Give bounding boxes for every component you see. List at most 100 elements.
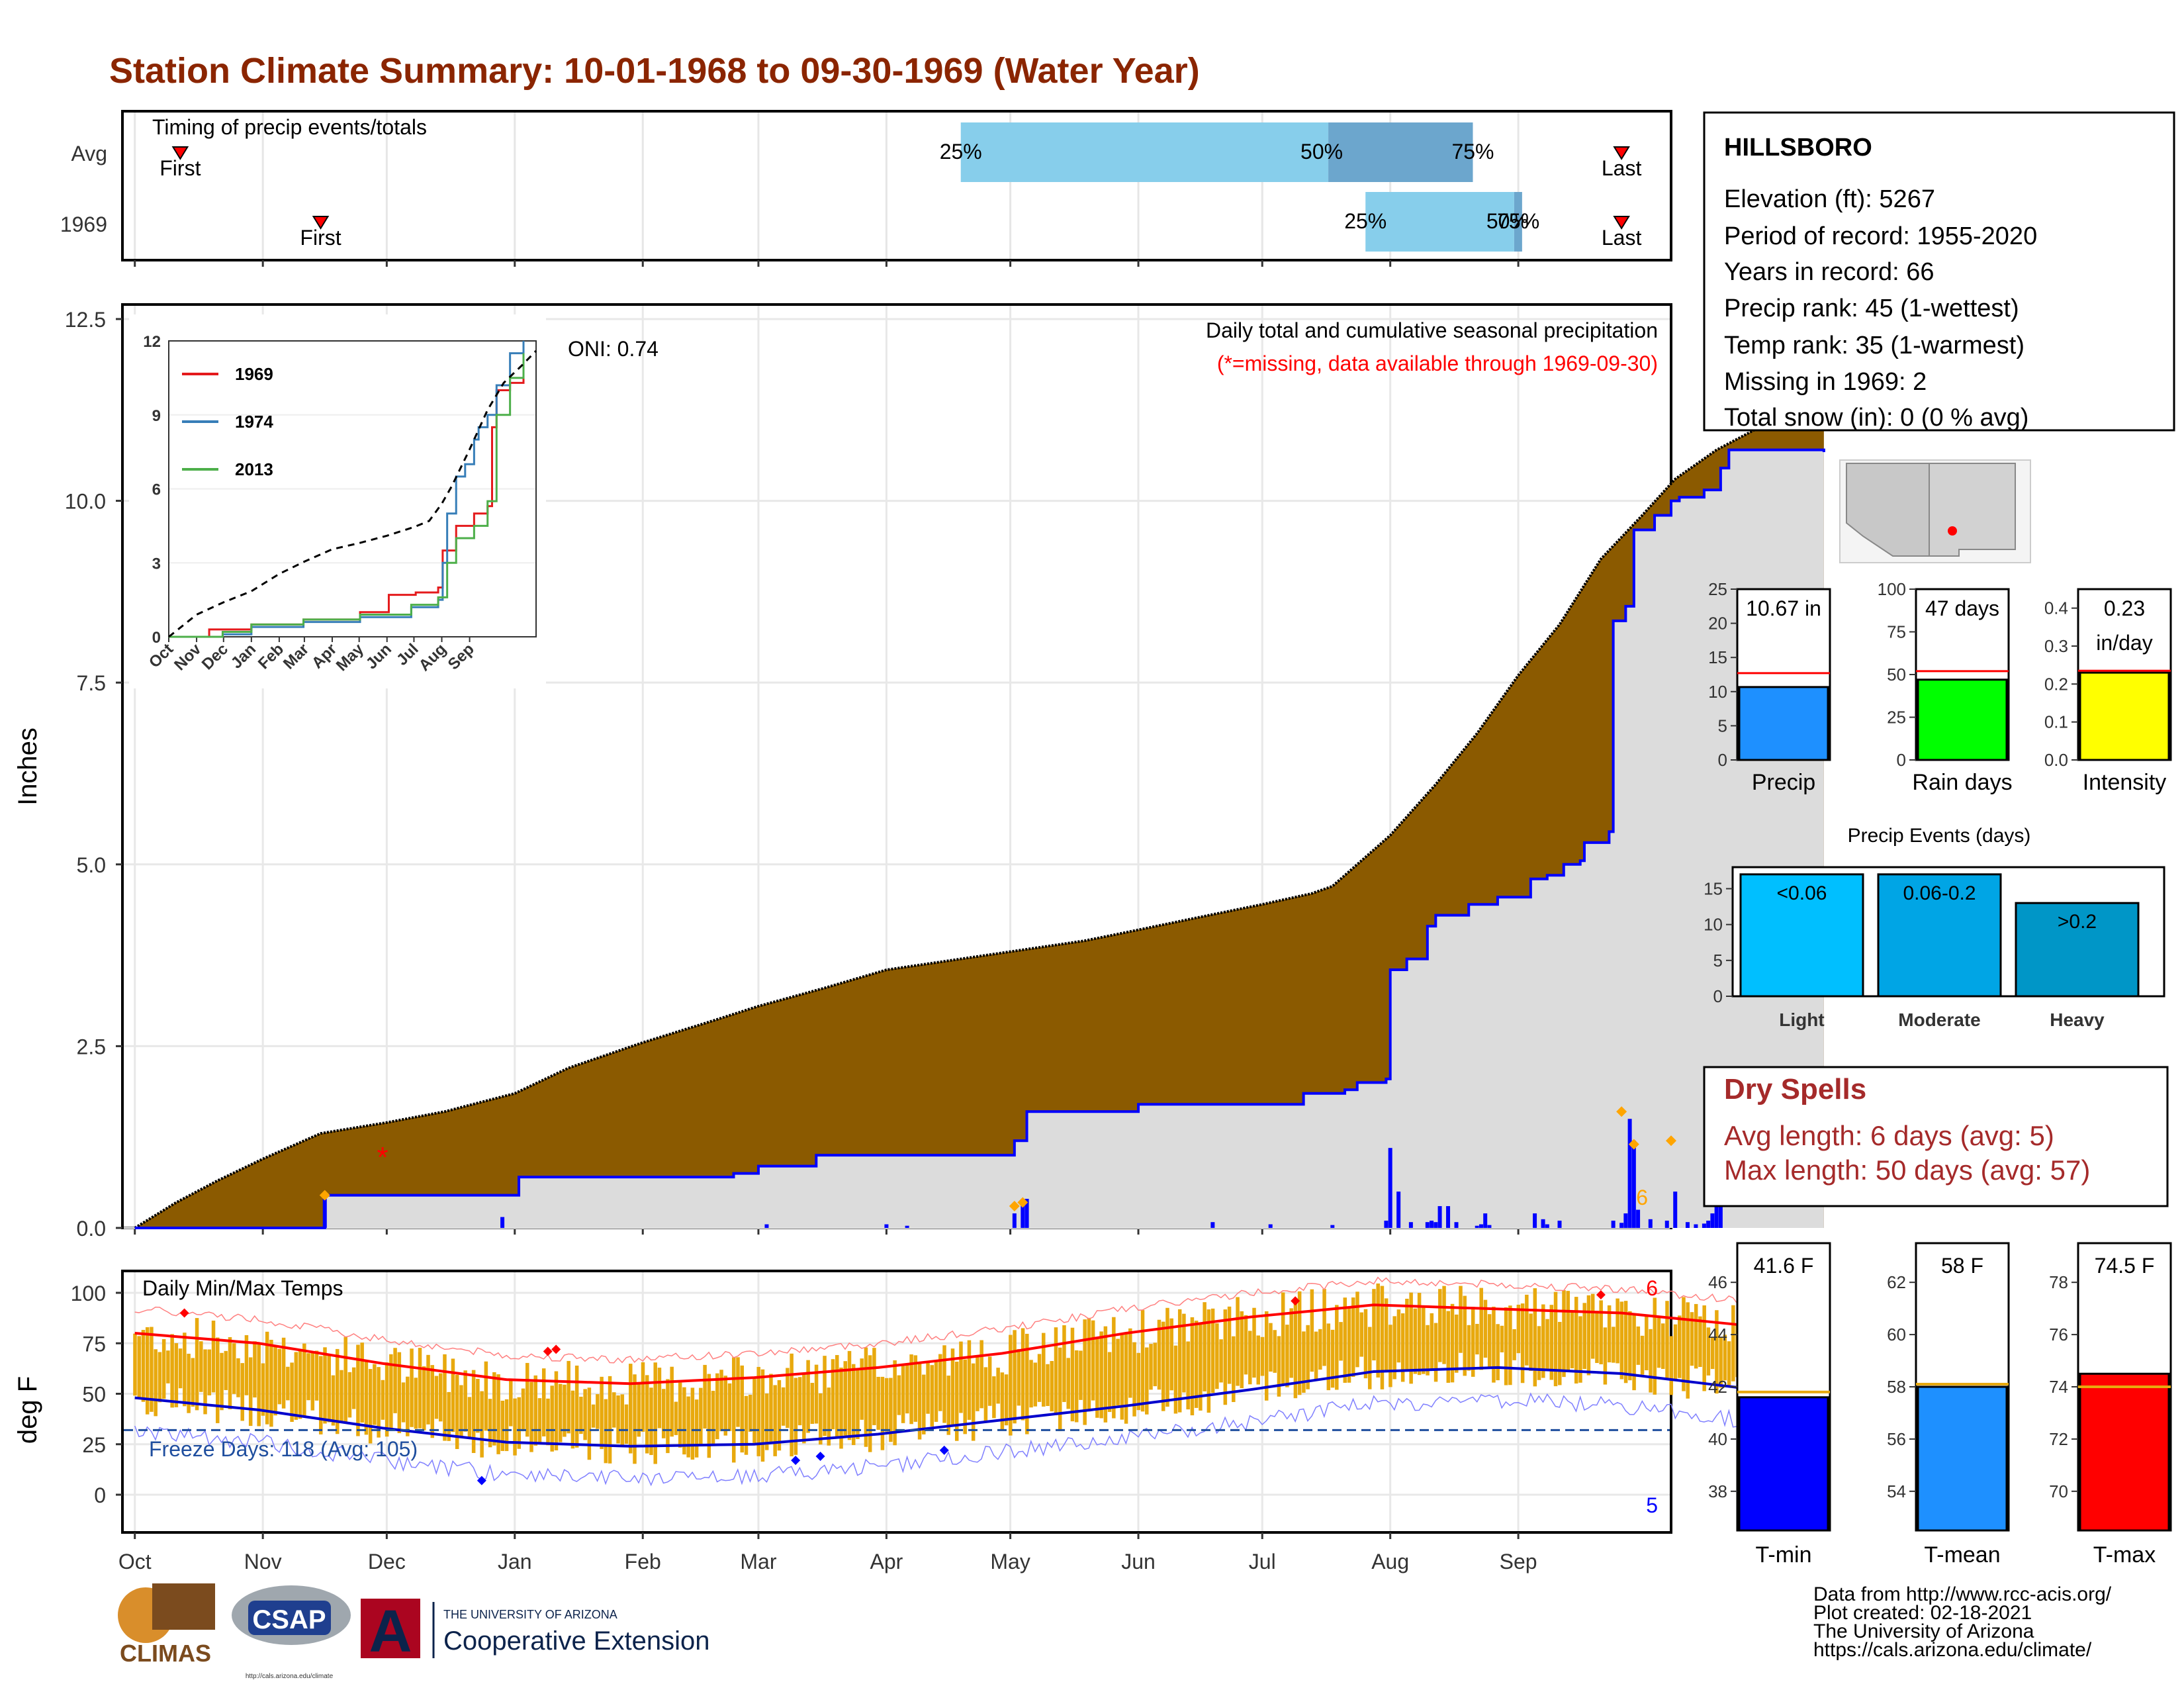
temp-gauge-tick-label: 74 xyxy=(2049,1377,2068,1397)
daily-temp-bar xyxy=(686,1396,690,1458)
daily-temp-bar xyxy=(1438,1289,1442,1362)
climas-logo[interactable]: CLIMAS xyxy=(118,1583,215,1667)
daily-temp-bar xyxy=(1500,1325,1504,1352)
daily-temp-bar xyxy=(678,1382,682,1448)
record-low-marker xyxy=(791,1456,801,1466)
daily-temp-bar xyxy=(719,1370,723,1432)
csap-logo[interactable]: CSAP http://cals.arizona.edu/climate xyxy=(232,1585,351,1680)
min-count-label: 5 xyxy=(1646,1493,1658,1517)
record-high-marker xyxy=(1291,1296,1300,1306)
daily-temp-bar xyxy=(174,1343,179,1407)
daily-temp-bar xyxy=(752,1379,756,1443)
daily-temp-bar xyxy=(418,1348,422,1429)
daily-extreme-marker xyxy=(1666,1135,1676,1147)
precip-note: Daily total and cumulative seasonal prec… xyxy=(1206,318,1658,342)
daily-temp-bar xyxy=(616,1395,620,1444)
daily-temp-bar xyxy=(1149,1344,1153,1390)
freeze-days-label: Freeze Days: 118 (Avg: 105) xyxy=(149,1437,418,1461)
avg-cumulative-outline xyxy=(134,383,1825,1229)
daily-temp-bar xyxy=(207,1349,212,1395)
inset-line-average xyxy=(168,350,537,638)
daily-precip-bar xyxy=(1673,1192,1678,1228)
daily-temp-bar xyxy=(1206,1309,1211,1413)
daily-temp-bar xyxy=(963,1359,967,1434)
daily-temp-bar xyxy=(1710,1336,1715,1370)
daily-precip-bar xyxy=(1021,1202,1025,1228)
inset-y-tick-label: 0 xyxy=(152,629,161,647)
daily-precip-bar xyxy=(1694,1224,1698,1228)
temp-panel: 0 25 50 75 100 deg F Daily Min/Max Temps Fre… xyxy=(13,1270,1826,1573)
gauge-name-label: Intensity xyxy=(2083,770,2167,795)
daily-temp-bar xyxy=(1516,1304,1521,1354)
daily-temp-bar xyxy=(504,1399,509,1452)
daily-temp-bar xyxy=(1496,1324,1500,1381)
climas-text: CLIMAS xyxy=(120,1640,211,1667)
daily-temp-bar xyxy=(347,1372,352,1418)
daily-temp-bar xyxy=(1210,1308,1215,1393)
daily-precip-bar xyxy=(1384,1221,1388,1228)
daily-temp-bar xyxy=(851,1364,856,1446)
month-tick-label: Oct xyxy=(118,1550,152,1573)
daily-temp-bar xyxy=(1384,1298,1388,1371)
daily-temp-bar xyxy=(306,1353,310,1401)
ua-small-text: THE UNIVERSITY OF ARIZONA xyxy=(443,1608,617,1621)
daily-temp-bar xyxy=(756,1366,760,1456)
month-tick-label: Feb xyxy=(625,1550,661,1573)
daily-temp-bar xyxy=(401,1382,406,1423)
daily-temp-bar xyxy=(608,1376,612,1464)
daily-temp-bar xyxy=(1459,1286,1463,1353)
daily-temp-bar xyxy=(909,1354,913,1425)
daily-precip-bar xyxy=(1012,1213,1017,1228)
daily-temp-bar xyxy=(563,1384,567,1437)
daily-temp-bar xyxy=(1240,1311,1244,1389)
temp-gauge-tick-label: 78 xyxy=(2049,1272,2068,1292)
daily-temp-bar xyxy=(1574,1297,1578,1384)
daily-temp-bar xyxy=(1367,1327,1372,1389)
daily-temp-bar xyxy=(1306,1325,1310,1389)
daily-temp-bar xyxy=(727,1383,732,1431)
map-state-nm xyxy=(1929,463,2016,557)
daily-temp-bar xyxy=(1525,1294,1529,1366)
daily-temp-bar xyxy=(1463,1295,1467,1376)
record-high-marker xyxy=(551,1344,561,1354)
daily-temp-bar xyxy=(373,1364,377,1425)
csap-url: http://cals.arizona.edu/climate xyxy=(246,1673,334,1680)
precip-y-tick-label: 7.5 xyxy=(77,671,106,695)
daily-precip-bar xyxy=(1483,1213,1488,1228)
ua-big-text: Cooperative Extension xyxy=(443,1626,709,1656)
daily-temp-bar xyxy=(930,1365,934,1427)
daily-temp-bar xyxy=(748,1394,752,1432)
station-info-box: HILLSBORO Elevation (ft): 5267 Period of… xyxy=(1703,111,2175,432)
month-tick-label: Dec xyxy=(368,1550,406,1573)
daily-temp-bar xyxy=(847,1350,852,1440)
daily-temp-bar xyxy=(786,1368,790,1429)
oni-label: ONI: 0.74 xyxy=(568,337,659,361)
daily-temp-bar xyxy=(1050,1361,1054,1412)
daily-temp-bar xyxy=(1219,1339,1223,1383)
daily-temp-bar xyxy=(612,1392,616,1428)
ua-logo[interactable]: A THE UNIVERSITY OF ARIZONA Cooperative … xyxy=(361,1599,709,1665)
station-line-precip-rank: Precip rank: 45 (1-wettest) xyxy=(1724,295,2019,322)
daily-temp-bar xyxy=(769,1374,773,1442)
daily-temp-bar xyxy=(901,1366,905,1423)
gauge-tick-label: 25 xyxy=(1887,708,1906,727)
daily-precip-bar xyxy=(1268,1224,1273,1228)
daily-temp-bar xyxy=(1343,1297,1347,1383)
daily-temp-bar xyxy=(1079,1350,1083,1400)
daily-temp-bar xyxy=(1582,1303,1586,1370)
daily-temp-bar xyxy=(1161,1321,1165,1411)
daily-temp-bar xyxy=(682,1387,686,1455)
gauge-tick-label: 0.0 xyxy=(2044,750,2068,770)
temp-gauge-tick-label: 38 xyxy=(1708,1481,1727,1501)
daily-temp-bar xyxy=(1632,1315,1636,1391)
daily-temp-bar xyxy=(335,1348,340,1434)
daily-temp-bar xyxy=(810,1383,815,1425)
daily-temp-bar xyxy=(967,1340,972,1420)
daily-temp-bar xyxy=(1029,1360,1033,1408)
daily-precip-bar xyxy=(1664,1221,1669,1228)
daily-temp-bar xyxy=(777,1380,782,1451)
daily-temp-bar xyxy=(1330,1329,1335,1388)
temp-gauge-tick-label: 60 xyxy=(1887,1325,1906,1344)
ua-a-glyph: A xyxy=(369,1599,412,1665)
inset-legend-label: 1969 xyxy=(235,364,273,384)
